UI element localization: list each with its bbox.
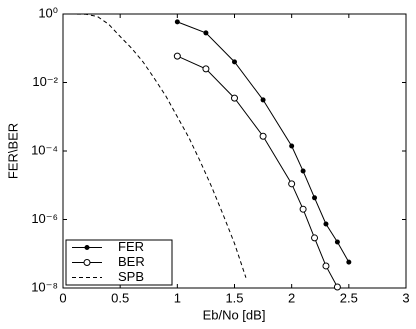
x-tick-label: 1	[174, 290, 181, 305]
data-point	[300, 168, 306, 174]
y-tick-label: 10⁰	[38, 5, 58, 20]
data-point	[333, 283, 341, 291]
legend-marker	[84, 245, 90, 250]
data-point	[232, 59, 237, 65]
data-point	[173, 52, 181, 60]
legend-label: FER	[118, 239, 144, 254]
data-point	[334, 239, 340, 245]
data-point	[322, 262, 330, 270]
x-tick-label: 2	[288, 290, 295, 305]
x-tick-label: 2.5	[340, 290, 358, 305]
data-point	[260, 97, 266, 103]
data-point	[311, 234, 319, 242]
x-axis-label: Eb/No [dB]	[203, 307, 266, 322]
series-line	[177, 21, 350, 263]
series-line	[63, 13, 247, 278]
legend-label: BER	[118, 254, 145, 269]
data-point	[312, 195, 318, 201]
y-axis-label: FER\BER	[5, 123, 20, 179]
data-point	[299, 205, 307, 213]
y-tick-label: 10⁻⁴	[31, 142, 58, 157]
y-tick-label: 10⁻²	[32, 74, 58, 89]
data-point	[288, 180, 296, 188]
data-point	[323, 221, 329, 227]
y-tick-label: 10⁻⁸	[31, 279, 58, 294]
data-point	[231, 94, 238, 102]
legend-marker	[83, 259, 91, 266]
series-line	[177, 55, 338, 288]
data-point	[259, 132, 267, 140]
data-point	[346, 259, 352, 265]
data-point	[202, 65, 210, 73]
legend-label: SPB	[118, 269, 144, 284]
x-tick-label: 3	[402, 290, 409, 305]
data-point	[203, 30, 209, 36]
y-tick-label: 10⁻⁶	[31, 211, 58, 226]
data-point	[174, 19, 180, 25]
x-tick-label: 1.5	[225, 290, 243, 305]
data-point	[289, 143, 295, 149]
x-tick-label: 0	[59, 290, 66, 305]
x-tick-label: 0.5	[111, 290, 129, 305]
